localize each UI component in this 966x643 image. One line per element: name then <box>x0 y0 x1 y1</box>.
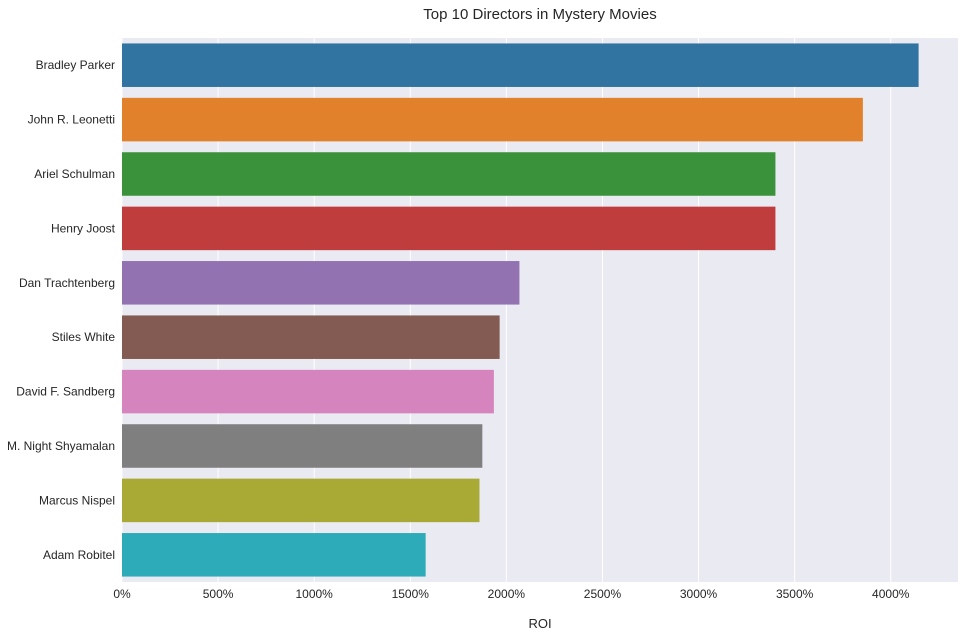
x-tick-labels: 0% 500% 1000% 1500% 2000% 2500% 3000% 3500% 4000… <box>113 587 909 601</box>
bar <box>122 369 494 414</box>
x-axis-title: ROI <box>528 616 551 631</box>
y-tick-label: John R. Leonetti <box>28 113 115 127</box>
x-tick-label: 4000% <box>872 587 910 601</box>
y-tick-label: Adam Robitel <box>43 548 115 562</box>
x-tick-label: 3500% <box>776 587 814 601</box>
y-tick-label: Bradley Parker <box>36 58 115 72</box>
x-tick-label: 0% <box>113 587 131 601</box>
bar <box>122 424 483 468</box>
x-tick-label: 2500% <box>584 587 622 601</box>
bars <box>122 43 919 577</box>
y-tick-label: Stiles White <box>52 330 116 344</box>
bar <box>122 206 776 251</box>
x-tick-label: 2000% <box>488 587 526 601</box>
bar <box>122 43 919 87</box>
x-tick-label: 3000% <box>680 587 718 601</box>
y-tick-label: M. Night Shyamalan <box>7 439 115 453</box>
bar <box>122 533 426 577</box>
y-tick-labels: Bradley Parker John R. Leonetti Ariel Schu… <box>7 58 116 562</box>
chart-title: Top 10 Directors in Mystery Movies <box>423 6 656 23</box>
y-tick-label: Ariel Schulman <box>34 167 115 181</box>
y-tick-label: Henry Joost <box>51 221 116 235</box>
x-tick-label: 1000% <box>295 587 333 601</box>
x-tick-label: 1500% <box>392 587 430 601</box>
x-tick-label: 500% <box>203 587 234 601</box>
bar <box>122 478 480 523</box>
bar <box>122 97 863 142</box>
bar <box>122 152 776 196</box>
y-tick-label: Dan Trachtenberg <box>19 276 115 290</box>
bar <box>122 315 500 359</box>
y-tick-label: David F. Sandberg <box>16 385 115 399</box>
y-tick-label: Marcus Nispel <box>39 493 115 507</box>
bar <box>122 261 520 305</box>
